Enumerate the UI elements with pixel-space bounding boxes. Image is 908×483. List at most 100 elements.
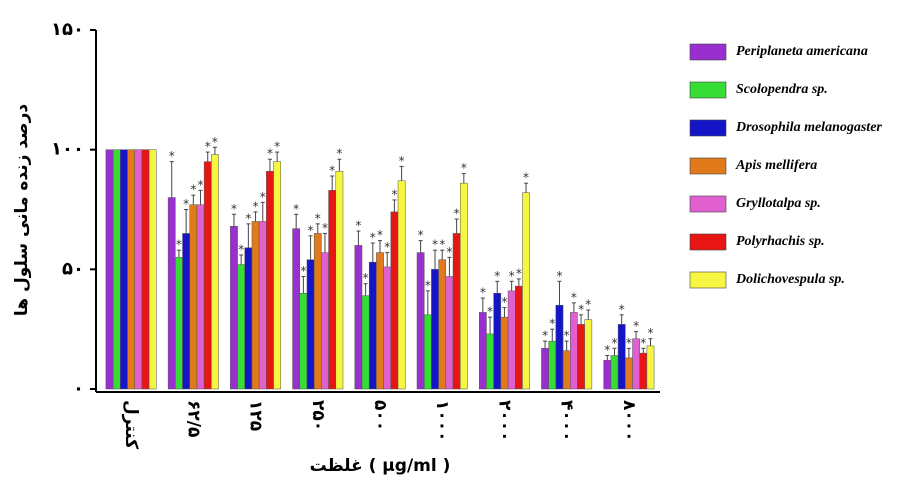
bar xyxy=(555,304,564,390)
significance-mark: * xyxy=(212,135,218,149)
legend-label: Polyrhachis sp. xyxy=(736,234,825,249)
bar xyxy=(541,348,549,390)
significance-mark: * xyxy=(494,269,500,283)
significance-mark: * xyxy=(308,223,314,237)
significance-mark: * xyxy=(355,219,361,233)
bar xyxy=(134,149,143,390)
significance-mark: * xyxy=(245,211,251,225)
legend-label: Gryllotalpa sp. xyxy=(736,196,821,211)
bar xyxy=(203,161,212,390)
legend-swatch xyxy=(689,271,727,289)
significance-mark: * xyxy=(176,238,182,252)
y-tick-label: ۱۵۰ xyxy=(51,19,84,40)
bar xyxy=(189,204,198,390)
bar xyxy=(266,170,274,390)
significance-mark: * xyxy=(253,199,259,213)
legend-label: Drosophila melanogaster xyxy=(735,120,882,135)
bar xyxy=(438,259,447,390)
bar xyxy=(493,293,502,390)
significance-mark: * xyxy=(205,140,211,154)
significance-mark: * xyxy=(425,278,431,292)
legend-swatch xyxy=(689,119,727,137)
bar xyxy=(514,285,523,390)
significance-mark: * xyxy=(231,202,237,216)
legend-swatch xyxy=(689,81,727,99)
bar xyxy=(423,314,432,390)
bar xyxy=(211,154,219,390)
bar xyxy=(486,333,494,390)
bar xyxy=(507,290,516,390)
bar xyxy=(368,261,377,390)
bar xyxy=(570,312,578,390)
x-tick-label: کنترل xyxy=(121,400,141,449)
significance-mark: * xyxy=(585,298,591,312)
significance-mark: * xyxy=(480,286,486,300)
significance-mark: * xyxy=(556,269,562,283)
bar xyxy=(639,352,648,390)
y-tick-label: ۱۰۰ xyxy=(51,139,84,160)
significance-mark: * xyxy=(260,190,266,204)
bar xyxy=(416,252,425,390)
legend-label: Scolopendra sp. xyxy=(736,82,828,97)
significance-mark: * xyxy=(501,295,507,309)
x-axis-label: غلظت ( µg/ml ) xyxy=(310,456,451,476)
legend-swatch xyxy=(689,157,727,175)
bar xyxy=(335,170,344,390)
bar xyxy=(478,312,487,390)
significance-mark: * xyxy=(377,228,383,242)
bar xyxy=(328,190,337,390)
significance-mark: * xyxy=(640,336,646,350)
bar xyxy=(610,355,619,390)
significance-mark: * xyxy=(432,238,438,252)
bar xyxy=(617,324,626,390)
x-tick-label: ۴۰۰۰ xyxy=(557,400,577,442)
legend-swatch xyxy=(689,43,727,61)
y-axis-label: درصد زنده مانی سلول ها xyxy=(12,104,32,316)
bar xyxy=(313,233,322,390)
significance-mark: * xyxy=(446,245,452,259)
bar xyxy=(646,345,655,390)
significance-mark: * xyxy=(363,271,369,285)
y-tick-label: ۰ xyxy=(73,378,84,399)
bar xyxy=(112,149,121,390)
significance-mark: * xyxy=(418,228,424,242)
bar xyxy=(196,204,205,390)
significance-mark: * xyxy=(487,305,493,319)
bar xyxy=(321,252,329,390)
significance-mark: * xyxy=(370,231,376,245)
bar xyxy=(522,192,530,390)
significance-mark: * xyxy=(399,154,405,168)
bar xyxy=(237,264,246,390)
significance-mark: * xyxy=(439,238,445,252)
bar xyxy=(354,245,363,390)
significance-mark: * xyxy=(633,319,639,333)
bar xyxy=(230,226,238,390)
bar xyxy=(273,161,282,390)
bar xyxy=(244,247,253,390)
legend-label: Apis mellifera xyxy=(735,158,817,173)
significance-mark: * xyxy=(329,163,335,177)
significance-mark: * xyxy=(183,197,189,211)
bar xyxy=(361,295,370,390)
bar xyxy=(632,338,640,390)
x-tick-label: ۲۰۰۰ xyxy=(494,400,514,442)
bar xyxy=(625,357,633,390)
significance-mark: * xyxy=(267,147,273,161)
significance-mark: * xyxy=(238,242,244,256)
bar xyxy=(299,293,308,390)
x-tick-label: ۱۲۵ xyxy=(246,400,266,431)
x-tick-label: ۲۵۰ xyxy=(308,400,328,431)
bar xyxy=(548,340,557,390)
bar xyxy=(376,252,384,390)
legend-label: Dolichovespula sp. xyxy=(735,272,845,287)
bar xyxy=(258,221,267,390)
significance-mark: * xyxy=(384,240,390,254)
significance-mark: * xyxy=(322,221,328,235)
legend-label: Periplaneta americana xyxy=(736,44,868,59)
significance-mark: * xyxy=(454,207,460,221)
bar xyxy=(182,233,190,390)
bar xyxy=(562,350,571,390)
significance-mark: * xyxy=(315,211,321,225)
bar xyxy=(167,197,176,390)
